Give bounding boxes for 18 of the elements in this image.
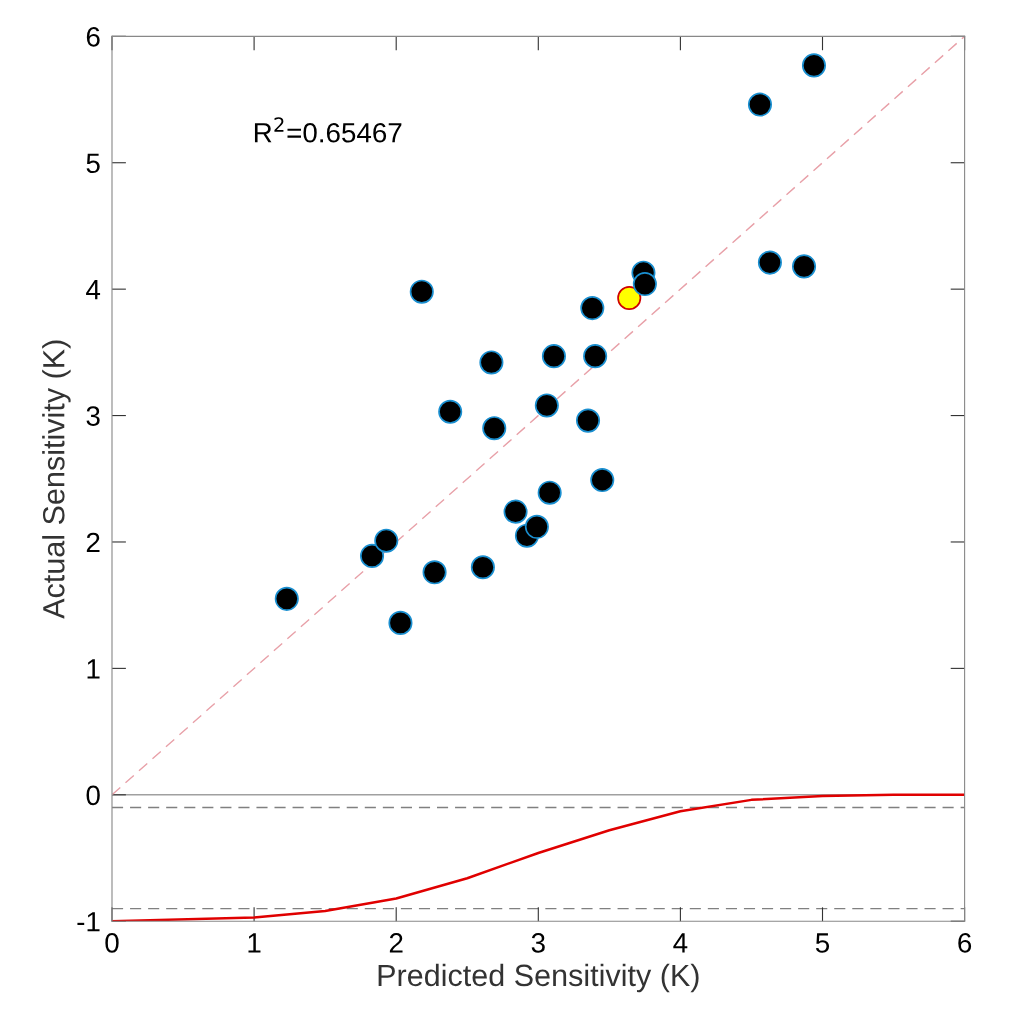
y-tick-label: 2: [86, 532, 100, 553]
y-axis-title: Actual Sensitivity (K): [42, 340, 71, 619]
y-tick-label: 1: [87, 659, 100, 679]
y-tick-label: 3: [86, 406, 100, 426]
x-tick-label: 5: [815, 933, 830, 953]
x-tick-label: 2: [389, 933, 403, 953]
y-tick-label: 0: [86, 785, 100, 806]
y-tick-label: 6: [86, 26, 100, 47]
y-tick-label: -1: [77, 912, 100, 932]
annotation: R$^{2}$=0.65467: [254, 117, 402, 143]
x-tick-label: 6: [958, 933, 972, 953]
y-tick-label: 5: [86, 153, 100, 174]
x-tick-label: 4: [673, 933, 688, 953]
x-tick-label: 0: [105, 933, 119, 953]
y-tick-label: 4: [86, 280, 101, 300]
x-tick-label: 1: [248, 933, 261, 953]
x-tick-label: 3: [531, 933, 545, 953]
x-axis-title: Predicted Sensitivity (K): [378, 963, 699, 993]
